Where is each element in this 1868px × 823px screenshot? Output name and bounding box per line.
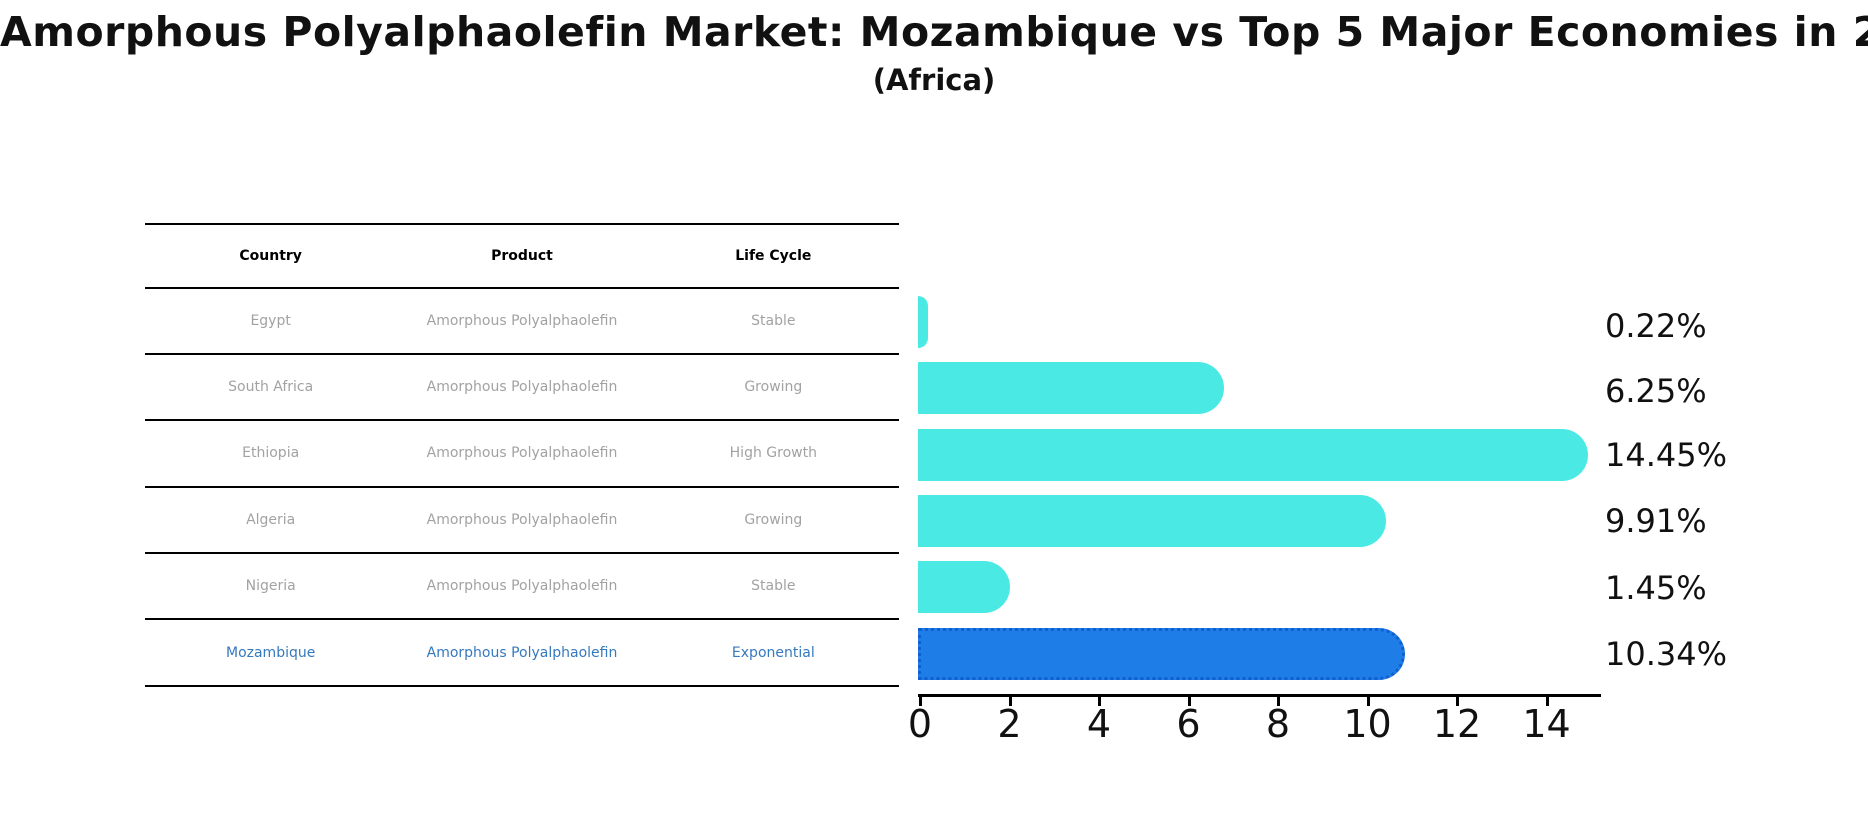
cell-life-cycle: Exponential bbox=[731, 644, 815, 661]
cell-life-cycle: High Growth bbox=[729, 445, 817, 462]
cell-life-cycle: Growing bbox=[744, 379, 803, 396]
table-row: Ethiopia Amorphous Polyalphaolefin High … bbox=[145, 421, 899, 488]
cell-product: Amorphous Polyalphaolefin bbox=[426, 578, 618, 595]
x-tick-label: 4 bbox=[1086, 702, 1112, 746]
cell-country: Mozambique bbox=[225, 644, 316, 661]
cell-country: Egypt bbox=[250, 312, 291, 329]
cell-country: South Africa bbox=[228, 379, 314, 396]
value-label: 9.91% bbox=[1605, 502, 1707, 540]
bar-egypt bbox=[918, 296, 928, 348]
cell-life-cycle: Stable bbox=[751, 578, 796, 595]
cell-product: Amorphous Polyalphaolefin bbox=[426, 511, 618, 528]
x-tick bbox=[1456, 697, 1459, 706]
x-tick-label: 2 bbox=[997, 702, 1022, 746]
x-tick bbox=[1545, 697, 1549, 706]
value-label: 14.45% bbox=[1605, 436, 1728, 474]
cell-life-cycle: Stable bbox=[751, 312, 796, 329]
value-label: 6.25% bbox=[1605, 372, 1707, 410]
x-tick-label: 12 bbox=[1432, 702, 1482, 746]
column-header-product: Product bbox=[491, 247, 553, 264]
country-table: Country Product Life Cycle Egypt Amorpho… bbox=[145, 223, 899, 687]
x-tick bbox=[919, 697, 922, 706]
table-row: Nigeria Amorphous Polyalphaolefin Stable bbox=[145, 554, 899, 621]
column-header-country: Country bbox=[239, 247, 302, 264]
page-subtitle: (Africa) bbox=[872, 63, 996, 97]
x-tick-label: 14 bbox=[1522, 702, 1571, 746]
page-title: Amorphous Polyalphaolefin Market: Mozamb… bbox=[0, 8, 1868, 56]
x-tick-label: 8 bbox=[1265, 702, 1291, 746]
value-label: 0.22% bbox=[1605, 307, 1707, 345]
x-axis-line bbox=[918, 694, 1601, 697]
table-row: Mozambique Amorphous Polyalphaolefin Exp… bbox=[145, 620, 899, 687]
cell-product: Amorphous Polyalphaolefin bbox=[426, 312, 618, 329]
cell-life-cycle: Growing bbox=[744, 511, 803, 528]
value-label: 10.34% bbox=[1605, 635, 1728, 673]
column-header-life-cycle: Life Cycle bbox=[735, 247, 812, 264]
x-tick bbox=[1366, 697, 1370, 706]
cell-country: Ethiopia bbox=[242, 445, 300, 462]
table-row: South Africa Amorphous Polyalphaolefin G… bbox=[145, 355, 899, 422]
x-tick bbox=[1098, 697, 1101, 706]
bar-nigeria bbox=[918, 561, 1011, 613]
x-tick-label: 10 bbox=[1343, 702, 1392, 746]
cell-product: Amorphous Polyalphaolefin bbox=[426, 379, 618, 396]
x-tick-label: 0 bbox=[907, 702, 933, 746]
x-tick-label: 6 bbox=[1176, 702, 1201, 746]
x-tick bbox=[1277, 697, 1280, 706]
value-label: 1.45% bbox=[1605, 569, 1707, 607]
bar-south-africa bbox=[918, 362, 1224, 414]
bar-ethiopia bbox=[918, 429, 1588, 481]
table-row: Egypt Amorphous Polyalphaolefin Stable bbox=[145, 289, 899, 355]
x-tick bbox=[1008, 697, 1012, 706]
cell-country: Algeria bbox=[246, 511, 296, 528]
bar-mozambique bbox=[918, 628, 1406, 680]
cell-product: Amorphous Polyalphaolefin bbox=[426, 445, 618, 462]
bar-algeria bbox=[918, 495, 1386, 547]
x-tick bbox=[1187, 697, 1191, 706]
cell-country: Nigeria bbox=[245, 578, 296, 595]
cell-product: Amorphous Polyalphaolefin bbox=[426, 644, 618, 661]
table-header-row: Country Product Life Cycle bbox=[145, 223, 899, 289]
table-row: Algeria Amorphous Polyalphaolefin Growin… bbox=[145, 488, 899, 555]
